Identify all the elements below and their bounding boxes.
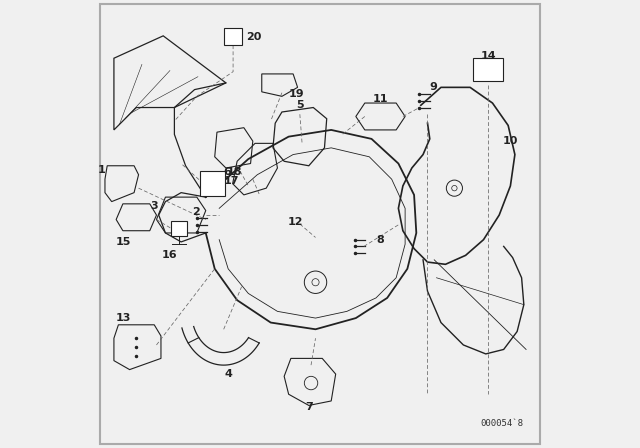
Text: 10: 10: [502, 136, 518, 146]
Bar: [200, 171, 225, 196]
Text: 14: 14: [480, 51, 496, 61]
Text: 18: 18: [227, 168, 243, 177]
Text: 15: 15: [115, 237, 131, 247]
Bar: [224, 28, 242, 45]
Text: 3: 3: [150, 201, 158, 211]
Text: 9: 9: [430, 82, 438, 92]
Bar: [474, 58, 502, 81]
Text: 20: 20: [246, 32, 262, 42]
Text: 1: 1: [97, 165, 105, 175]
Text: 19: 19: [289, 89, 304, 99]
Text: 11: 11: [372, 94, 388, 103]
Text: 12: 12: [287, 217, 303, 227]
Text: 6: 6: [223, 168, 231, 177]
Text: 2: 2: [193, 207, 200, 217]
Text: 16: 16: [161, 250, 177, 260]
Text: 17: 17: [224, 177, 239, 186]
Bar: [171, 221, 187, 237]
Text: 13: 13: [115, 313, 131, 323]
Text: 7: 7: [305, 402, 313, 412]
Text: 000054`8: 000054`8: [480, 419, 523, 428]
Text: 4: 4: [224, 369, 232, 379]
Text: 8: 8: [376, 235, 384, 245]
Text: 5: 5: [296, 100, 303, 110]
